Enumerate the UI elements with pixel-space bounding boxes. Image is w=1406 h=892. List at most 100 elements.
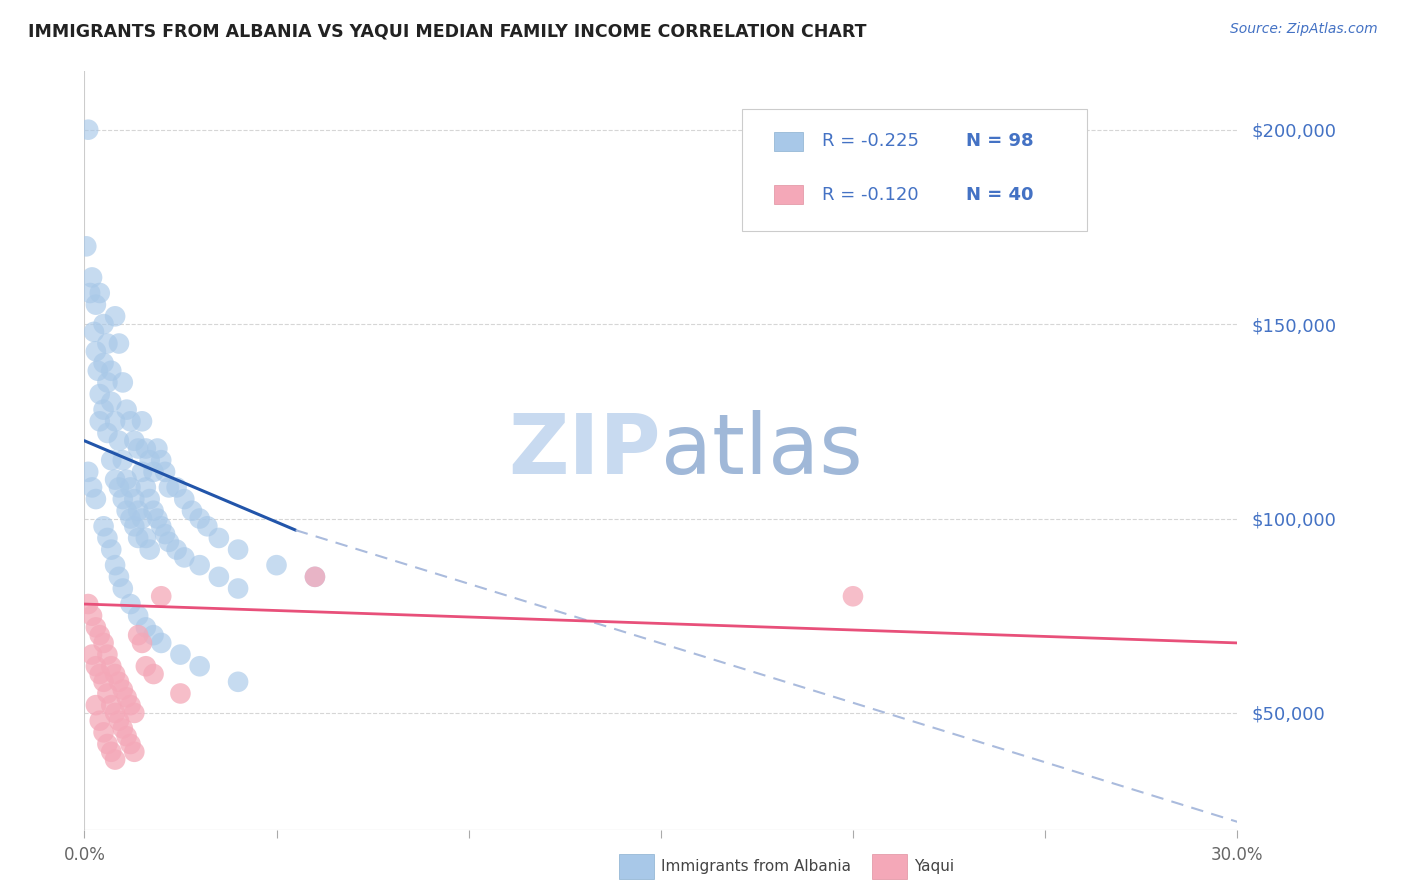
Point <box>120 698 142 713</box>
Point <box>138 542 160 557</box>
Point <box>124 706 146 720</box>
Point <box>104 414 127 428</box>
Point <box>188 511 211 525</box>
Point <box>84 344 107 359</box>
Point <box>131 511 153 525</box>
Point <box>135 480 157 494</box>
Point <box>100 542 122 557</box>
Point <box>195 519 218 533</box>
Point <box>87 364 110 378</box>
Point <box>124 491 146 506</box>
Point <box>84 298 107 312</box>
Point <box>153 465 176 479</box>
Point <box>157 480 180 494</box>
Point <box>304 570 326 584</box>
Point <box>169 648 191 662</box>
Point <box>142 504 165 518</box>
Point <box>83 325 105 339</box>
Text: R = -0.120: R = -0.120 <box>823 186 920 203</box>
Point <box>89 714 111 728</box>
Point <box>115 402 138 417</box>
Point <box>111 682 134 697</box>
Point <box>80 648 103 662</box>
Bar <box>773 132 803 151</box>
Point <box>226 674 249 689</box>
Point <box>104 753 127 767</box>
Text: ZIP: ZIP <box>509 410 661 491</box>
Point <box>96 425 118 440</box>
Point <box>100 395 122 409</box>
Point <box>127 531 149 545</box>
Point <box>108 480 131 494</box>
Point <box>120 597 142 611</box>
Point <box>181 504 204 518</box>
Point <box>169 686 191 700</box>
Point <box>115 690 138 705</box>
Point <box>108 714 131 728</box>
Point <box>127 628 149 642</box>
Point <box>842 589 865 603</box>
Point <box>93 636 115 650</box>
Point <box>84 620 107 634</box>
Point <box>80 480 103 494</box>
Point <box>142 628 165 642</box>
Point <box>127 608 149 623</box>
Point <box>124 519 146 533</box>
Point <box>111 722 134 736</box>
Point <box>124 745 146 759</box>
Point <box>304 570 326 584</box>
Point <box>96 376 118 390</box>
Point <box>138 491 160 506</box>
Point <box>127 442 149 456</box>
Point <box>89 285 111 300</box>
Point <box>124 434 146 448</box>
Point <box>96 336 118 351</box>
Point <box>108 434 131 448</box>
Point <box>142 465 165 479</box>
Text: Source: ZipAtlas.com: Source: ZipAtlas.com <box>1230 22 1378 37</box>
Point <box>108 570 131 584</box>
Point <box>120 414 142 428</box>
Point <box>108 336 131 351</box>
Point <box>96 648 118 662</box>
Point <box>80 270 103 285</box>
Text: IMMIGRANTS FROM ALBANIA VS YAQUI MEDIAN FAMILY INCOME CORRELATION CHART: IMMIGRANTS FROM ALBANIA VS YAQUI MEDIAN … <box>28 22 866 40</box>
Point <box>100 745 122 759</box>
Point <box>79 285 101 300</box>
Point <box>150 519 173 533</box>
Point <box>150 453 173 467</box>
Point <box>104 473 127 487</box>
Point <box>146 511 169 525</box>
Point <box>77 465 100 479</box>
Point <box>115 473 138 487</box>
Point <box>115 504 138 518</box>
Point <box>208 531 231 545</box>
Point <box>115 729 138 743</box>
Point <box>89 667 111 681</box>
Point <box>138 453 160 467</box>
Point <box>111 582 134 596</box>
Point <box>93 725 115 739</box>
Point <box>96 531 118 545</box>
Point <box>77 122 100 136</box>
Point <box>89 628 111 642</box>
Point <box>93 356 115 370</box>
Point <box>96 686 118 700</box>
Point <box>100 659 122 673</box>
Point <box>75 239 97 253</box>
Point <box>131 465 153 479</box>
Point <box>146 442 169 456</box>
Point <box>111 453 134 467</box>
Point <box>77 597 100 611</box>
Point <box>100 364 122 378</box>
Point <box>135 620 157 634</box>
Point <box>131 414 153 428</box>
Point <box>111 491 134 506</box>
Bar <box>773 185 803 204</box>
Point <box>153 527 176 541</box>
Point <box>93 519 115 533</box>
Text: Immigrants from Albania: Immigrants from Albania <box>661 859 851 873</box>
Point <box>226 542 249 557</box>
Point <box>93 674 115 689</box>
Point <box>208 570 231 584</box>
